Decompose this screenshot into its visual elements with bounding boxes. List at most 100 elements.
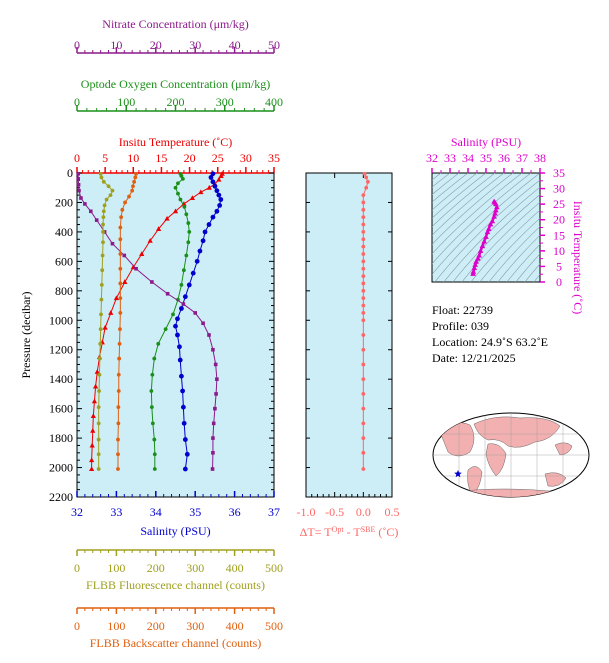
oxygen-data-point	[156, 341, 161, 346]
nitrate-data-point	[94, 218, 99, 222]
ts-data-point	[489, 218, 496, 224]
oxygen-data-point	[187, 230, 192, 234]
backscatter-data-point	[118, 225, 123, 230]
salinity-tick-label: 35	[189, 505, 201, 519]
temperature-data-point	[147, 237, 153, 243]
ts-x-tick-label: 35	[480, 151, 492, 165]
ts-data-point	[473, 258, 479, 264]
temperature-tick-label: 20	[184, 151, 196, 165]
profile-label: Profile:	[432, 319, 468, 333]
delta-data-point	[361, 281, 366, 286]
oxygen-axis-label: Optode Oxygen Concentration (μm/kg)	[81, 77, 270, 91]
float-location-marker	[454, 470, 462, 478]
fluorescence-data-point	[97, 389, 101, 393]
fluorescence-data-point	[96, 421, 101, 426]
salinity-data-point	[214, 208, 220, 214]
temperature-data-point	[139, 251, 145, 256]
salinity-data-point	[179, 373, 184, 379]
ts-data-point	[493, 207, 499, 213]
delta-data-point	[361, 222, 366, 227]
nitrate-data-point	[122, 253, 127, 258]
delta-data-point	[361, 467, 366, 471]
ts-x-tick-label: 32	[426, 151, 438, 165]
backscatter-data-point	[118, 296, 123, 301]
ts-y-tick-label: 25	[553, 197, 565, 211]
backscatter-data-point	[133, 175, 138, 180]
salinity-data-point	[184, 451, 190, 457]
date-value: 12/21/2025	[461, 351, 516, 365]
fluorescence-data-point	[101, 179, 106, 184]
delta-data-point	[362, 171, 367, 176]
pressure-tick-label: 800	[55, 284, 73, 298]
oxygen-data-point	[179, 174, 184, 178]
salinity-tick-label: 36	[229, 505, 241, 519]
delta-data-point	[361, 436, 366, 440]
nitrate-data-point	[134, 266, 138, 271]
fluorescence-tick-label: 400	[226, 561, 244, 575]
nitrate-data-point	[201, 321, 205, 326]
fluorescence-tick-label: 300	[186, 561, 204, 575]
delta-tick-label: 0.0	[356, 505, 371, 519]
backscatter-tick-label: 300	[186, 619, 204, 633]
nitrate-data-point	[211, 451, 215, 455]
delta-tick-label: -0.5	[325, 505, 344, 519]
fluorescence-tick-label: 0	[74, 561, 80, 575]
oxygen-data-point	[181, 268, 186, 273]
fluorescence-data-point	[108, 193, 113, 197]
salinity-data-point	[194, 258, 200, 264]
salinity-data-point	[180, 404, 186, 410]
float-label: Float:	[432, 303, 461, 317]
backscatter-data-point	[116, 372, 121, 377]
pressure-tick-label: 1600	[49, 402, 73, 416]
backscatter-axis-label: FLBB Backscatter channel (counts)	[90, 636, 262, 650]
density-contour	[479, 217, 540, 282]
backscatter-tick-label: 100	[107, 619, 125, 633]
delta-data-point	[364, 175, 369, 180]
temperature-data-point	[91, 398, 98, 404]
temperature-data-point	[89, 457, 95, 463]
backscatter-data-point	[118, 281, 123, 286]
oxygen-tick-label: 300	[216, 95, 234, 109]
backscatter-data-point	[118, 266, 123, 271]
ts-data-point	[470, 268, 477, 274]
delta-data-point	[361, 215, 366, 220]
backscatter-tick-label: 0	[74, 619, 80, 633]
temperature-data-point	[122, 279, 128, 284]
location-value: 24.9˚S 63.2˚E	[480, 335, 548, 349]
density-contour	[432, 173, 496, 227]
fluorescence-data-point	[98, 327, 103, 332]
fluorescence-axis-label: FLBB Fluorescence channel (counts)	[86, 578, 265, 592]
delta-data-point	[361, 450, 366, 455]
temperature-data-point	[90, 427, 96, 433]
nitrate-data-point	[76, 171, 80, 176]
oxygen-data-point	[152, 437, 157, 442]
location-info: Location: 24.9˚S 63.2˚E	[432, 335, 548, 350]
density-contour	[443, 186, 540, 282]
continent-shape	[454, 488, 561, 497]
nitrate-data-point	[213, 362, 218, 367]
oxygen-data-point	[184, 212, 189, 217]
ts-data-point	[481, 238, 487, 244]
density-contour	[452, 194, 540, 282]
ts-data-point	[484, 229, 491, 235]
nitrate-data-point	[210, 467, 215, 471]
delta-data-point	[361, 207, 366, 212]
oxygen-data-point	[176, 191, 180, 196]
nitrate-tick-label: 40	[229, 38, 241, 52]
oxygen-data-point	[150, 372, 155, 377]
temperature-data-point	[181, 201, 187, 206]
salinity-data-point	[190, 270, 196, 276]
delta-data-point	[361, 406, 366, 411]
delta-data-point	[361, 318, 366, 323]
salinity-data-point	[186, 282, 192, 288]
salinity-data-point	[214, 188, 220, 194]
salinity-data-point	[210, 214, 216, 220]
nitrate-data-point	[110, 241, 115, 246]
nitrate-tick-label: 20	[150, 38, 162, 52]
nitrate-data-point	[207, 333, 211, 337]
ts-data-point	[479, 243, 486, 249]
salinity-data-point	[177, 357, 183, 363]
delta-tick-label: -1.0	[297, 505, 316, 519]
location-label: Location:	[432, 335, 478, 349]
salinity-tick-label: 32	[71, 505, 83, 519]
